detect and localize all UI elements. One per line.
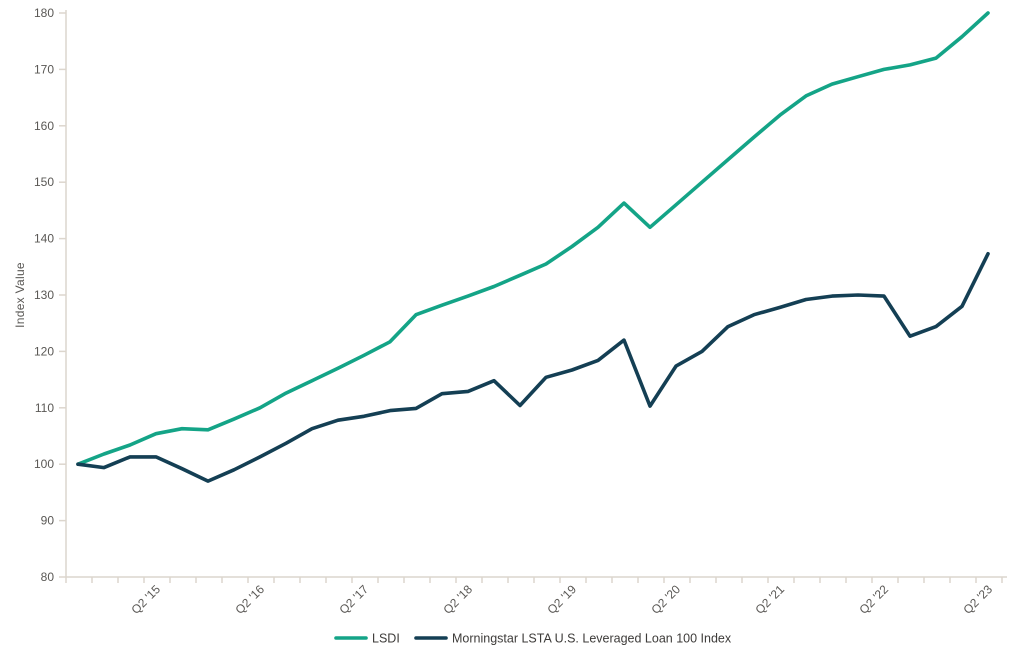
x-axis-tick-label: Q2 '21 [752,582,787,617]
y-axis-tick-label: 130 [34,288,54,302]
benchmark-line [76,252,990,483]
lsdi-line [76,11,990,467]
series-layer [76,11,990,483]
axes-layer: 80 90 100 110 120 130 140 150 160 170 180 Q2 '15 Q2 … [34,6,1007,617]
x-axis-tick-label: Q2 '22 [856,582,891,617]
x-axis-tick-label: Q2 '15 [128,582,163,617]
lsdi-line-legend-label: LSDI [372,632,400,646]
legend-item: LSDI [334,632,400,646]
y-axis-tick-label: 170 [34,62,54,76]
y-axis-tick-label: 160 [34,119,54,133]
y-axis-tick-label: 110 [35,401,54,415]
y-axis-tick-label: 180 [34,6,54,20]
x-axis-tick-label: Q2 '16 [232,582,267,617]
x-axis-tick-label: Q2 '18 [440,582,475,617]
y-axis-tick-label: 80 [41,570,55,584]
y-axis-tick-label: 100 [34,457,54,471]
y-axis-tick-label: 120 [34,344,54,358]
y-axis-tick-label: 90 [41,514,55,528]
x-axis-tick-label: Q2 '23 [960,582,995,617]
x-axis-tick-label: Q2 '17 [336,582,371,617]
y-axis-title: Index Value [13,262,27,328]
chart-legend: LSDI Morningstar LSTA U.S. Leveraged Loan… [334,632,732,646]
y-axis-tick-label: 150 [34,175,54,189]
x-axis-tick-label: Q2 '20 [648,582,683,617]
y-axis-tick-label: 140 [34,232,54,246]
x-axis-tick-label: Q2 '19 [544,582,579,617]
legend-item: Morningstar LSTA U.S. Leveraged Loan 100… [414,632,732,646]
benchmark-line-legend-label: Morningstar LSTA U.S. Leveraged Loan 100… [452,632,732,646]
